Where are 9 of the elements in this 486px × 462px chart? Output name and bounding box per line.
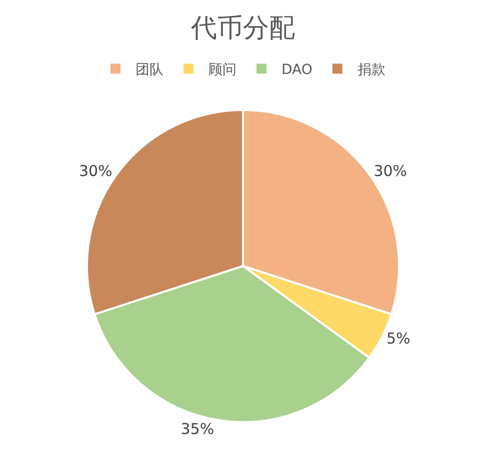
data-label: 30% (374, 162, 408, 180)
data-label: 5% (386, 330, 410, 348)
legend-label: 捐款 (357, 62, 386, 78)
data-label: 35% (180, 420, 214, 438)
legend-label: 顾问 (208, 62, 236, 78)
data-label: 30% (78, 162, 112, 180)
legend-label: DAO (282, 62, 312, 78)
legend-label: 团队 (136, 62, 164, 78)
chart-title: 代币分配 (190, 14, 295, 44)
